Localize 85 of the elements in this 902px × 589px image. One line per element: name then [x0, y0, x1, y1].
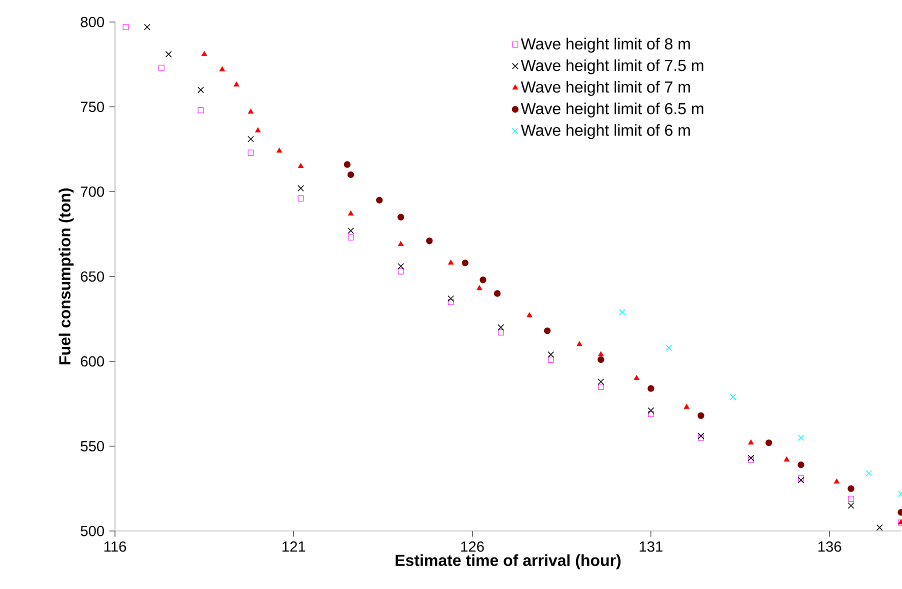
point	[598, 384, 604, 390]
x-axis-title: Estimate time of arrival (hour)	[396, 554, 621, 570]
point	[494, 290, 501, 297]
point	[598, 378, 604, 385]
point	[798, 461, 804, 468]
point	[248, 150, 254, 156]
point	[848, 502, 854, 509]
y-axis-title: Fuel consumption (ton)	[58, 188, 74, 364]
y-tick-label: 600	[80, 356, 104, 367]
point	[598, 351, 604, 356]
point	[684, 404, 690, 409]
point	[498, 324, 504, 331]
point	[398, 241, 404, 246]
point	[876, 524, 883, 531]
x-tick-label: 121	[282, 541, 306, 552]
point	[648, 385, 654, 392]
point	[480, 276, 486, 284]
point	[122, 24, 129, 30]
point	[576, 341, 582, 346]
x-tick-label: 126	[461, 541, 484, 552]
y-tick-label: 800	[80, 16, 104, 28]
point	[619, 308, 626, 316]
point	[666, 344, 672, 351]
point	[448, 299, 454, 305]
point	[648, 410, 654, 417]
point	[866, 470, 872, 477]
point	[165, 51, 172, 58]
point	[219, 66, 225, 72]
point	[398, 268, 404, 274]
point	[730, 394, 736, 400]
point	[498, 330, 504, 336]
point	[398, 263, 404, 270]
point	[298, 196, 304, 202]
point	[448, 295, 454, 302]
point	[255, 128, 261, 132]
x-tick-label: 116	[104, 541, 126, 552]
point	[634, 375, 640, 380]
point	[765, 439, 772, 446]
point	[347, 171, 354, 178]
legend-label: Wave height limit of 7 m	[520, 80, 690, 96]
legend-label: Wave height limit of 7.5 m	[520, 59, 704, 74]
point	[348, 227, 354, 234]
point	[276, 148, 282, 153]
y-tick-label: 550	[80, 440, 104, 452]
point	[598, 356, 604, 363]
point	[397, 214, 404, 220]
point	[198, 107, 204, 114]
point	[376, 196, 383, 204]
point	[248, 108, 254, 114]
y-tick-label: 750	[80, 102, 104, 112]
point	[476, 285, 482, 290]
point	[548, 356, 554, 363]
point	[426, 238, 433, 244]
point	[234, 82, 240, 87]
point	[748, 440, 754, 445]
point	[698, 412, 704, 419]
x-tick-label: 131	[640, 541, 662, 552]
point	[548, 351, 554, 358]
point	[544, 327, 551, 334]
x-tick-label: 136	[818, 541, 842, 552]
point	[348, 210, 354, 216]
point	[784, 456, 790, 462]
point	[526, 312, 532, 318]
legend-label: Wave height limit of 6 m	[520, 124, 690, 140]
point	[344, 161, 351, 168]
y-tick-label: 700	[80, 186, 104, 197]
point	[648, 407, 654, 414]
point	[198, 86, 204, 94]
point	[298, 163, 304, 168]
y-tick-label: 650	[80, 271, 104, 282]
point	[798, 434, 804, 441]
point	[848, 485, 854, 492]
point	[158, 64, 164, 71]
legend-label: Wave height limit of 8 m	[520, 38, 690, 53]
point	[462, 260, 468, 266]
point	[348, 234, 354, 240]
point	[298, 185, 304, 192]
point	[202, 51, 208, 56]
point	[448, 260, 454, 265]
point	[834, 478, 840, 484]
point	[144, 24, 150, 30]
point	[248, 136, 254, 142]
legend-label: Wave height limit of 6.5 m	[520, 102, 704, 118]
point	[848, 496, 854, 502]
y-tick-label: 500	[80, 526, 104, 536]
